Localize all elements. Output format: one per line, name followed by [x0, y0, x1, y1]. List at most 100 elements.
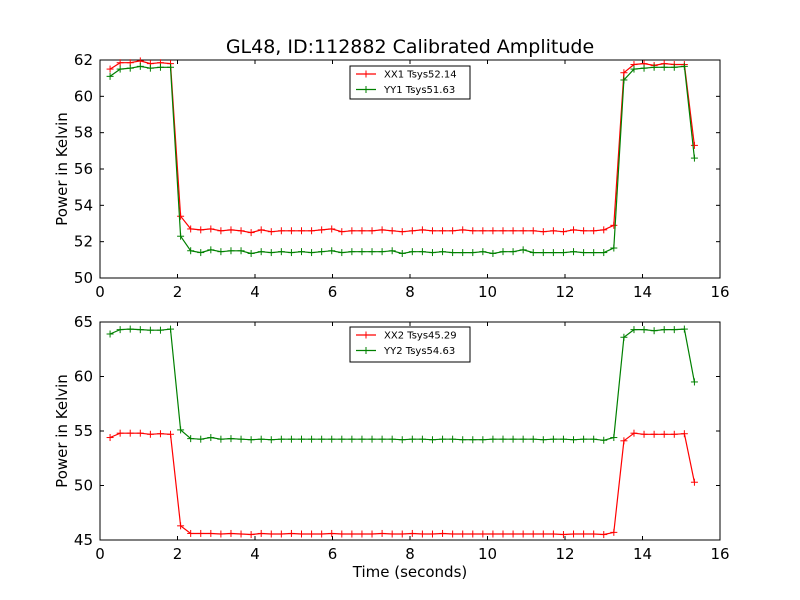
bottom-legend-entry: YY2 Tsys54.63 — [356, 346, 455, 357]
bottom-x-tick-label: 14 — [633, 545, 652, 563]
bottom-legend-box — [349, 326, 471, 363]
bottom-data-point — [177, 426, 185, 434]
legend-label: XX2 Tsys45.29 — [384, 331, 457, 342]
bottom-data-point — [620, 437, 628, 445]
bottom-y-tick-label: 55 — [74, 422, 93, 440]
bottom-data-point — [388, 530, 396, 538]
top-data-point — [459, 249, 467, 257]
top-data-point — [680, 62, 688, 70]
top-data-point — [418, 226, 426, 234]
top-data-point — [267, 249, 275, 257]
top-data-point — [670, 63, 678, 71]
top-data-point — [257, 226, 265, 234]
top-data-point — [227, 247, 235, 255]
top-y-tick-label: 56 — [74, 160, 93, 178]
top-data-point — [549, 227, 557, 235]
bottom-data-point — [146, 326, 154, 334]
bottom-data-point — [469, 530, 477, 538]
bottom-legend-entry: XX2 Tsys45.29 — [356, 331, 457, 342]
top-series-1 — [106, 57, 698, 237]
bottom-y-tick-label: 65 — [74, 313, 93, 331]
top-data-point — [388, 247, 396, 255]
top-data-point — [640, 64, 648, 72]
top-data-point — [620, 69, 628, 77]
top-y-axis-label: Power in Kelvin — [53, 112, 71, 226]
top-data-point — [247, 229, 255, 237]
bottom-data-point — [660, 430, 668, 438]
legend-label: YY1 Tsys51.63 — [383, 85, 455, 96]
top-data-point — [570, 248, 578, 256]
bottom-data-point — [428, 530, 436, 538]
bottom-data-point — [318, 530, 326, 538]
bottom-data-point — [439, 529, 447, 537]
top-data-point — [549, 249, 557, 257]
bottom-data-point — [570, 436, 578, 444]
bottom-data-point — [136, 326, 144, 334]
top-data-point — [388, 227, 396, 235]
top-data-point — [167, 63, 175, 71]
top-data-point — [570, 226, 578, 234]
top-data-point — [308, 249, 316, 257]
bottom-data-point — [227, 529, 235, 537]
bottom-data-point — [398, 436, 406, 444]
bottom-data-point — [620, 333, 628, 341]
top-data-point — [116, 59, 124, 67]
bottom-data-point — [539, 436, 547, 444]
bottom-x-tick-label: 4 — [250, 545, 260, 563]
bottom-data-point — [590, 530, 598, 538]
bottom-x-tick-label: 16 — [710, 545, 729, 563]
top-data-point — [308, 227, 316, 235]
top-data-point — [499, 227, 507, 235]
bottom-data-point — [479, 436, 487, 444]
bottom-data-point — [509, 435, 517, 443]
top-data-point — [428, 227, 436, 235]
bottom-data-point — [197, 435, 205, 443]
legend-label: YY2 Tsys54.63 — [383, 346, 455, 357]
bottom-data-point — [630, 326, 638, 334]
top-x-tick-label: 12 — [555, 283, 574, 301]
bottom-data-point — [559, 531, 567, 539]
top-data-point — [449, 227, 457, 235]
bottom-data-point — [116, 326, 124, 334]
legend-label: XX1 Tsys52.14 — [384, 70, 457, 81]
top-data-point — [348, 248, 356, 256]
bottom-data-point — [197, 529, 205, 537]
top-data-point — [519, 246, 527, 254]
top-data-point — [328, 225, 336, 233]
top-data-point — [156, 63, 164, 71]
bottom-data-point — [479, 530, 487, 538]
bottom-data-point — [439, 435, 447, 443]
bottom-data-point — [207, 434, 215, 442]
top-data-point — [318, 226, 326, 234]
bottom-data-point — [690, 478, 698, 486]
bottom-data-point — [660, 326, 668, 334]
bottom-data-point — [177, 522, 185, 530]
bottom-x-axis-label: Time (seconds) — [352, 563, 468, 581]
top-y-tick-label: 58 — [74, 124, 93, 142]
bottom-x-tick-label: 0 — [95, 545, 105, 563]
bottom-data-point — [167, 430, 175, 438]
top-data-point — [469, 249, 477, 257]
top-data-point — [277, 248, 285, 256]
top-x-tick-label: 14 — [633, 283, 652, 301]
bottom-data-point — [680, 325, 688, 333]
top-data-point — [146, 64, 154, 72]
top-data-point — [207, 225, 215, 233]
bottom-data-point — [257, 529, 265, 537]
top-data-point — [177, 232, 185, 240]
bottom-data-point — [187, 529, 195, 537]
bottom-data-point — [640, 326, 648, 334]
top-x-tick-label: 0 — [95, 283, 105, 301]
top-data-point — [378, 248, 386, 256]
bottom-data-point — [136, 429, 144, 437]
top-data-point — [439, 248, 447, 256]
top-data-point — [237, 227, 245, 235]
top-data-point — [539, 249, 547, 257]
bottom-data-point — [338, 530, 346, 538]
top-data-point — [287, 249, 295, 257]
top-x-tick-label: 2 — [173, 283, 183, 301]
figure-title: GL48, ID:112882 Calibrated Amplitude — [226, 36, 594, 58]
bottom-data-point — [378, 529, 386, 537]
top-y-tick-label: 54 — [74, 196, 93, 214]
